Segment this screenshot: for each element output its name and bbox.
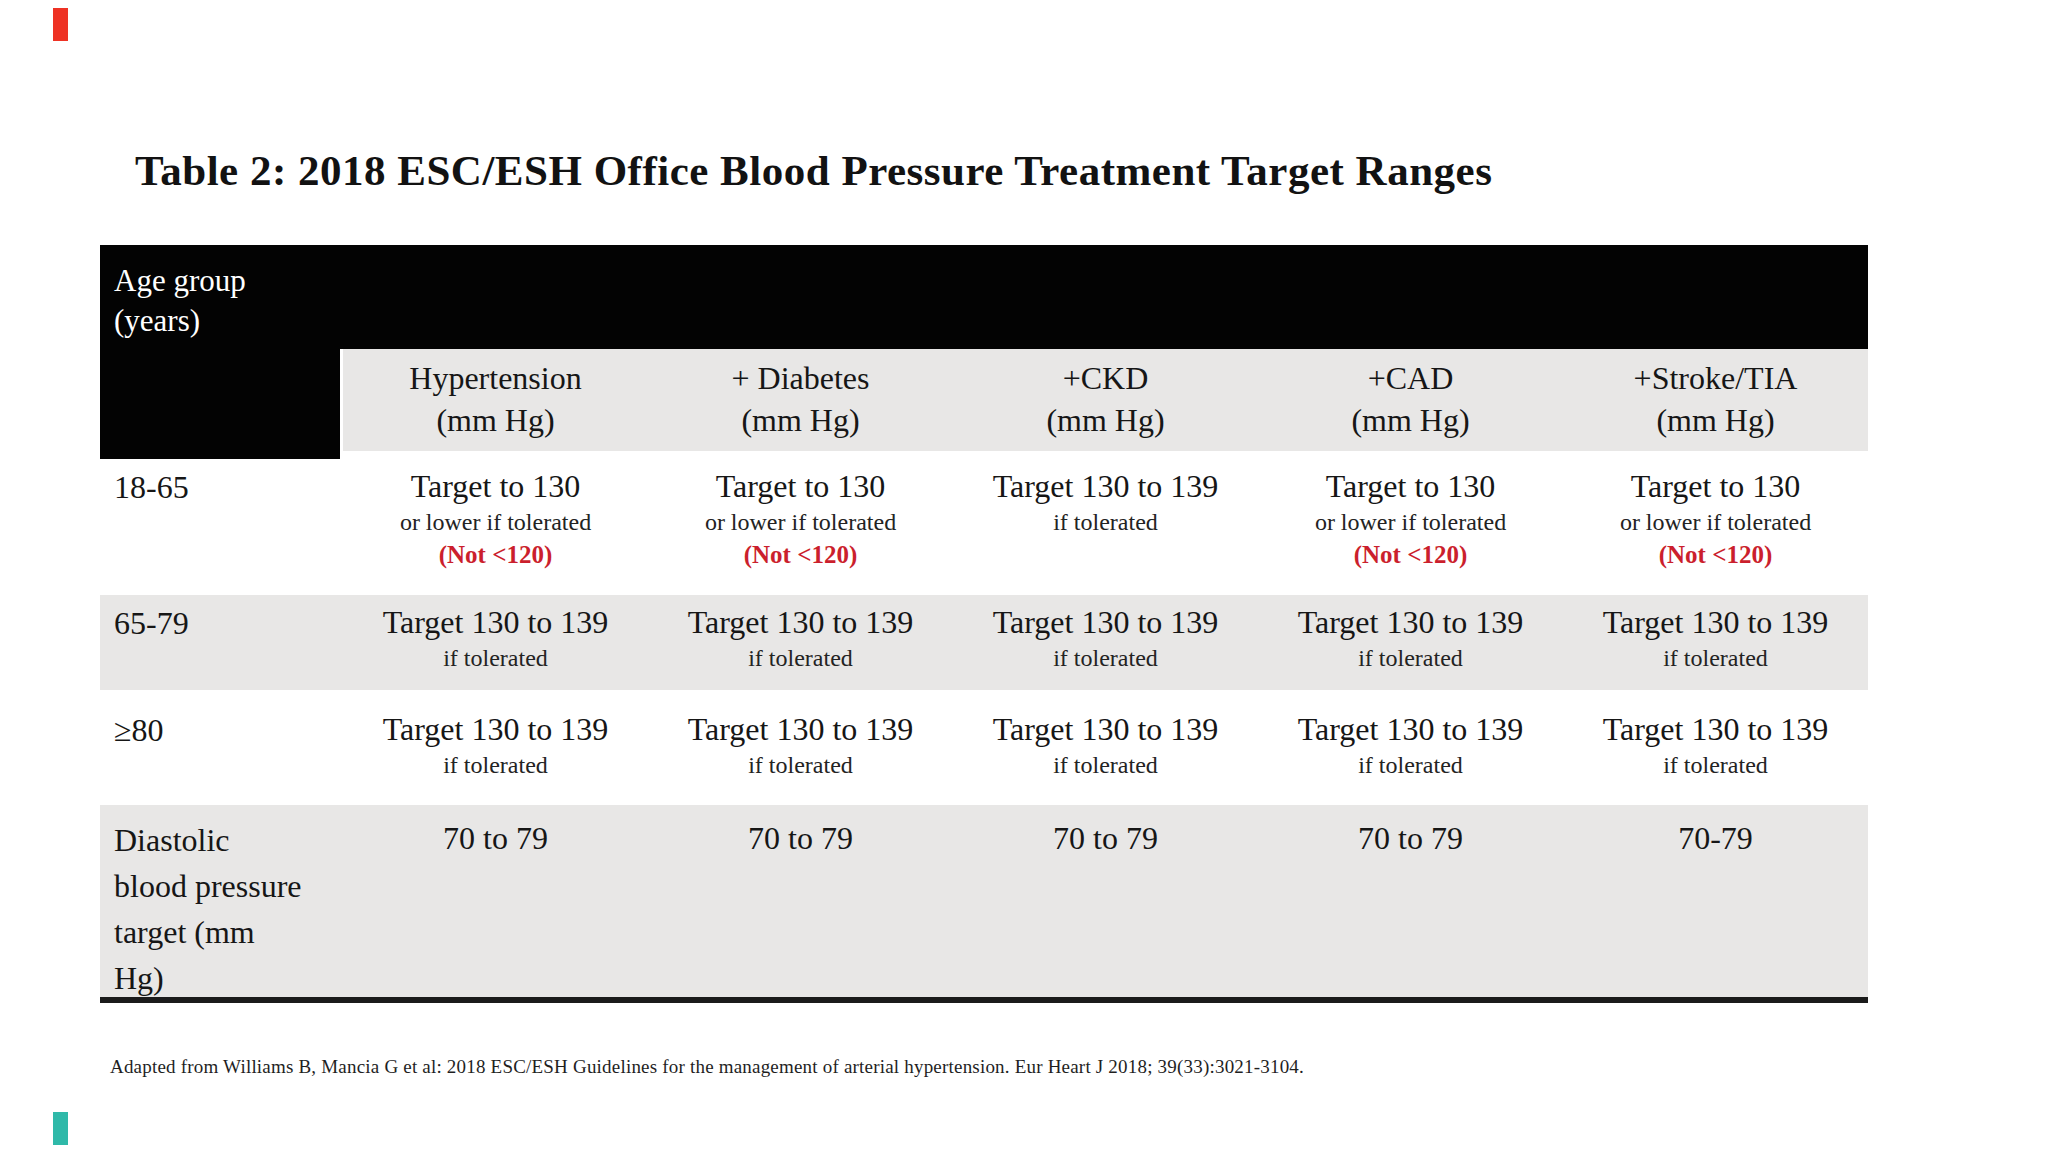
column-unit: (mm Hg)	[953, 399, 1258, 441]
row-65-79: 65-79 Target 130 to 139 if tolerated Tar…	[100, 595, 1868, 690]
column-unit: (mm Hg)	[343, 399, 648, 441]
column-unit: (mm Hg)	[1258, 399, 1563, 441]
cell-main: Target 130 to 139	[1258, 708, 1563, 750]
cell-sub: if tolerated	[953, 750, 1258, 781]
cell-main: Target 130 to 139	[648, 601, 953, 643]
column-unit: (mm Hg)	[648, 399, 953, 441]
column-name: +Stroke/TIA	[1563, 357, 1868, 399]
corner-line2: (years)	[114, 301, 340, 341]
column-header-stroke-tia: +Stroke/TIA (mm Hg)	[1563, 349, 1868, 451]
cell-sub: if tolerated	[1258, 643, 1563, 674]
cell-80-ckd: Target 130 to 139 if tolerated	[953, 690, 1258, 805]
cell-18-65-hypertension: Target to 130 or lower if tolerated (Not…	[343, 455, 648, 595]
cell-alert: (Not <120)	[343, 538, 648, 572]
citation-footnote: Adapted from Williams B, Mancia G et al:…	[110, 1056, 1304, 1078]
row-80-plus: ≥80 Target 130 to 139 if tolerated Targe…	[100, 690, 1868, 805]
cell-main: 70-79	[1563, 817, 1868, 859]
cell-main: 70 to 79	[648, 817, 953, 859]
cell-sub: or lower if tolerated	[648, 507, 953, 538]
cell-alert: (Not <120)	[1563, 538, 1868, 572]
cell-sub: if tolerated	[343, 643, 648, 674]
cell-main: Target to 130	[1563, 465, 1868, 507]
cell-main: Target 130 to 139	[343, 708, 648, 750]
column-headers: Hypertension (mm Hg) + Diabetes (mm Hg) …	[343, 349, 1868, 451]
cell-65-79-cad: Target 130 to 139 if tolerated	[1258, 595, 1563, 690]
cell-65-79-stroke-tia: Target 130 to 139 if tolerated	[1563, 595, 1868, 690]
cell-main: Target to 130	[1258, 465, 1563, 507]
column-header-hypertension: Hypertension (mm Hg)	[343, 349, 648, 451]
cell-alert: (Not <120)	[648, 538, 953, 572]
cell-65-79-diabetes: Target 130 to 139 if tolerated	[648, 595, 953, 690]
column-header-diabetes: + Diabetes (mm Hg)	[648, 349, 953, 451]
cell-sub: if tolerated	[953, 507, 1258, 538]
cell-main: Target 130 to 139	[953, 465, 1258, 507]
cell-main: Target to 130	[648, 465, 953, 507]
column-name: + Diabetes	[648, 357, 953, 399]
header-black-band	[100, 245, 1868, 349]
column-header-cad: +CAD (mm Hg)	[1258, 349, 1563, 451]
cell-80-stroke-tia: Target 130 to 139 if tolerated	[1563, 690, 1868, 805]
row-18-65: 18-65 Target to 130 or lower if tolerate…	[100, 455, 1868, 595]
cell-sub: if tolerated	[953, 643, 1258, 674]
cell-alert: (Not <120)	[1258, 538, 1563, 572]
cell-diastolic-hypertension: 70 to 79	[343, 805, 648, 997]
cell-sub: if tolerated	[343, 750, 648, 781]
red-corner-mark	[53, 8, 68, 41]
cell-diastolic-diabetes: 70 to 79	[648, 805, 953, 997]
column-header-ckd: +CKD (mm Hg)	[953, 349, 1258, 451]
row-label: 18-65	[100, 455, 343, 595]
cell-sub: or lower if tolerated	[1258, 507, 1563, 538]
cell-sub: if tolerated	[1563, 750, 1868, 781]
cell-main: 70 to 79	[953, 817, 1258, 859]
cell-sub: if tolerated	[648, 643, 953, 674]
column-name: Hypertension	[343, 357, 648, 399]
row-label: ≥80	[100, 690, 343, 805]
cell-main: 70 to 79	[343, 817, 648, 859]
cell-80-cad: Target 130 to 139 if tolerated	[1258, 690, 1563, 805]
column-unit: (mm Hg)	[1563, 399, 1868, 441]
cell-sub: or lower if tolerated	[1563, 507, 1868, 538]
teal-corner-mark	[53, 1112, 68, 1145]
table-bottom-border	[100, 997, 1868, 1003]
corner-header-cell: Age group (years)	[100, 245, 340, 459]
cell-main: Target 130 to 139	[1563, 708, 1868, 750]
column-name: +CAD	[1258, 357, 1563, 399]
cell-80-diabetes: Target 130 to 139 if tolerated	[648, 690, 953, 805]
cell-diastolic-cad: 70 to 79	[1258, 805, 1563, 997]
cell-main: Target 130 to 139	[953, 601, 1258, 643]
corner-line1: Age group	[114, 261, 340, 301]
row-diastolic: Diastolic blood pressure target (mm Hg) …	[100, 805, 1868, 997]
cell-main: 70 to 79	[1258, 817, 1563, 859]
cell-main: Target to 130	[343, 465, 648, 507]
cell-main: Target 130 to 139	[648, 708, 953, 750]
document-page: Table 2: 2018 ESC/ESH Office Blood Press…	[0, 0, 2048, 1152]
cell-main: Target 130 to 139	[343, 601, 648, 643]
cell-main: Target 130 to 139	[1563, 601, 1868, 643]
cell-main: Target 130 to 139	[1258, 601, 1563, 643]
bp-target-table: Age group (years) Hypertension (mm Hg) +…	[100, 245, 1868, 1003]
cell-65-79-ckd: Target 130 to 139 if tolerated	[953, 595, 1258, 690]
table-title: Table 2: 2018 ESC/ESH Office Blood Press…	[135, 146, 1492, 195]
cell-18-65-stroke-tia: Target to 130 or lower if tolerated (Not…	[1563, 455, 1868, 595]
cell-sub: if tolerated	[1258, 750, 1563, 781]
row-label: Diastolic blood pressure target (mm Hg)	[100, 805, 343, 997]
row-label: 65-79	[100, 595, 343, 690]
cell-18-65-ckd: Target 130 to 139 if tolerated	[953, 455, 1258, 595]
cell-diastolic-stroke-tia: 70-79	[1563, 805, 1868, 997]
cell-80-hypertension: Target 130 to 139 if tolerated	[343, 690, 648, 805]
table-header: Age group (years) Hypertension (mm Hg) +…	[100, 245, 1868, 455]
corner-header-label: Age group (years)	[100, 245, 340, 341]
column-name: +CKD	[953, 357, 1258, 399]
cell-sub: if tolerated	[1563, 643, 1868, 674]
cell-sub: or lower if tolerated	[343, 507, 648, 538]
cell-65-79-hypertension: Target 130 to 139 if tolerated	[343, 595, 648, 690]
cell-18-65-diabetes: Target to 130 or lower if tolerated (Not…	[648, 455, 953, 595]
cell-diastolic-ckd: 70 to 79	[953, 805, 1258, 997]
cell-18-65-cad: Target to 130 or lower if tolerated (Not…	[1258, 455, 1563, 595]
cell-main: Target 130 to 139	[953, 708, 1258, 750]
cell-sub: if tolerated	[648, 750, 953, 781]
